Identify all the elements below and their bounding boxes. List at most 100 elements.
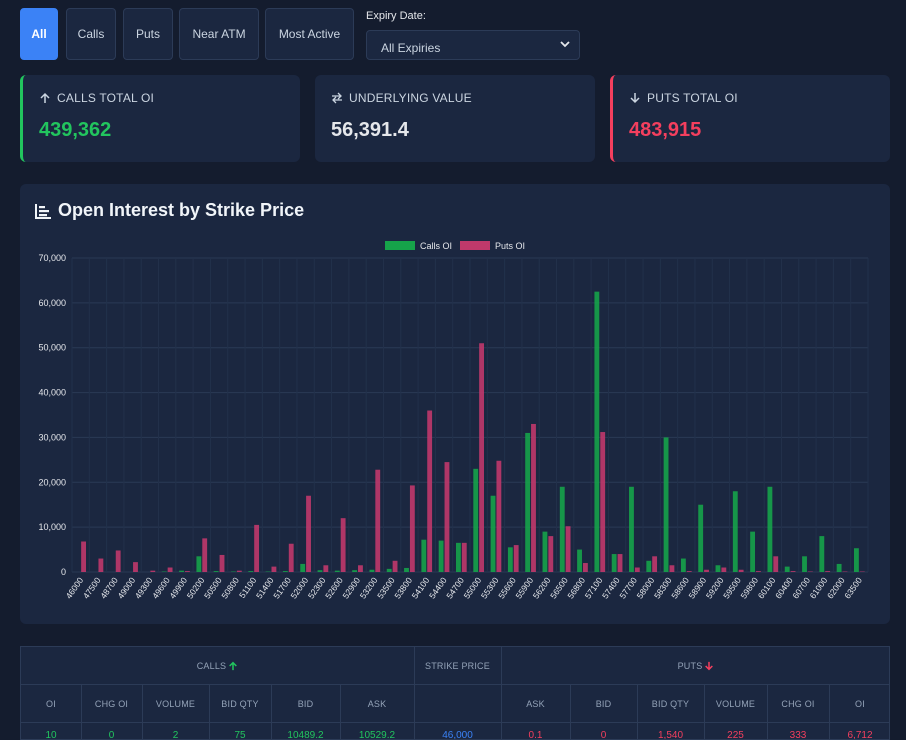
calls-oi-bar bbox=[282, 571, 288, 572]
y-tick-label: 60,000 bbox=[38, 298, 66, 308]
puts-oi-bar bbox=[738, 569, 744, 572]
puts-oi-bar bbox=[496, 460, 502, 572]
oi-chart-panel: Open Interest by Strike Price 0 10,000 20,… bbox=[20, 184, 890, 624]
puts-oi-bar bbox=[115, 550, 121, 572]
puts-oi-bar bbox=[427, 410, 433, 572]
calls-oi-bar bbox=[317, 570, 323, 572]
calls-oi-bar bbox=[854, 548, 859, 572]
filter-all-button[interactable]: All bbox=[20, 8, 58, 60]
calls-oi-bar bbox=[213, 571, 219, 572]
arrow-up-icon bbox=[40, 92, 50, 103]
puts-oi-bar bbox=[686, 571, 692, 572]
calls-oi-bar bbox=[542, 531, 548, 572]
calls-total-card: CALLS TOTAL OI 439,362 bbox=[20, 75, 300, 162]
calls-oi-bar bbox=[767, 486, 773, 572]
calls-total-value: 439,362 bbox=[39, 119, 112, 141]
option-chain-table: CALLS STRIKE PRICE PUTS OI CHG OI VOLUME BI… bbox=[20, 646, 890, 740]
puts-oi-bar bbox=[358, 565, 363, 572]
puts-oi-bar bbox=[184, 571, 190, 572]
calls-col-header: BID QTY bbox=[221, 698, 259, 709]
puts-oi-bar bbox=[461, 542, 467, 572]
puts-oi-bar bbox=[288, 543, 294, 572]
puts-oi-bar bbox=[392, 560, 398, 572]
arrow-up-icon bbox=[229, 661, 238, 670]
calls-group-header: CALLS bbox=[21, 647, 414, 684]
puts-oi-bar bbox=[669, 565, 675, 572]
puts-col-header: BID bbox=[595, 698, 612, 709]
puts-oi-bar bbox=[565, 526, 571, 572]
filter-calls-button[interactable]: Calls bbox=[66, 8, 116, 60]
puts-oi-bar bbox=[704, 569, 709, 572]
puts-col-header: ASK bbox=[526, 698, 545, 709]
x-tick-label: 63500 bbox=[842, 575, 864, 600]
filter-near-atm-button[interactable]: Near ATM bbox=[179, 8, 259, 60]
puts-oi-bar bbox=[306, 495, 311, 572]
puts-group-label: PUTS bbox=[677, 660, 703, 671]
calls-col-header: OI bbox=[46, 698, 56, 709]
calls-oi-bar bbox=[507, 547, 513, 572]
puts-total-label: PUTS TOTAL OI bbox=[647, 91, 738, 105]
filter-toolbar: All Calls Puts Near ATM Most Active Expi… bbox=[20, 8, 886, 60]
puts-cell: 225 bbox=[727, 729, 744, 740]
puts-oi-bar bbox=[531, 423, 536, 572]
calls-oi-bar bbox=[594, 291, 600, 572]
calls-oi-bar bbox=[750, 531, 756, 572]
calls-oi-bar bbox=[525, 432, 531, 572]
puts-group-header: PUTS bbox=[501, 647, 889, 684]
filter-most-active-button[interactable]: Most Active bbox=[265, 8, 354, 60]
calls-oi-bar bbox=[698, 504, 704, 572]
strike-col-header bbox=[414, 685, 501, 722]
calls-cell: 10 bbox=[45, 729, 57, 740]
filter-puts-button[interactable]: Puts bbox=[123, 8, 173, 60]
calls-oi-bar bbox=[421, 539, 427, 572]
underlying-card: UNDERLYING VALUE 56,391.4 bbox=[315, 75, 595, 162]
calls-oi-bar bbox=[300, 563, 306, 572]
y-tick-label: 50,000 bbox=[38, 343, 66, 353]
calls-oi-bar bbox=[715, 565, 721, 572]
legend-puts-swatch bbox=[460, 241, 490, 250]
calls-cell: 10529.2 bbox=[358, 729, 396, 740]
y-tick-label: 0 bbox=[61, 567, 66, 577]
calls-oi-bar bbox=[179, 570, 184, 572]
calls-cell: 10489.2 bbox=[287, 729, 324, 740]
puts-oi-bar bbox=[756, 571, 761, 572]
puts-oi-bar bbox=[323, 565, 329, 572]
calls-oi-bar bbox=[663, 437, 669, 572]
puts-oi-bar bbox=[825, 571, 831, 572]
puts-col-header: CHG OI bbox=[781, 698, 815, 709]
calls-oi-bar bbox=[732, 491, 738, 572]
puts-oi-bar bbox=[271, 566, 277, 572]
puts-oi-bar bbox=[167, 567, 173, 572]
calls-oi-bar bbox=[438, 540, 444, 572]
calls-oi-bar bbox=[819, 536, 825, 572]
puts-oi-bar bbox=[202, 538, 208, 572]
calls-oi-bar bbox=[456, 542, 461, 572]
puts-oi-bar bbox=[236, 570, 242, 572]
chart-title: Open Interest by Strike Price bbox=[58, 200, 305, 220]
legend-calls-label: Calls OI bbox=[420, 241, 452, 251]
calls-oi-bar bbox=[334, 570, 340, 572]
puts-cell: 333 bbox=[789, 729, 807, 740]
calls-cell: 75 bbox=[234, 729, 246, 740]
legend-puts-label: Puts OI bbox=[495, 241, 525, 251]
calls-oi-bar bbox=[802, 556, 807, 572]
calls-oi-bar bbox=[559, 486, 565, 572]
calls-oi-bar bbox=[629, 486, 634, 572]
x-tick-label: 50800 bbox=[219, 575, 241, 600]
calls-oi-bar bbox=[646, 560, 652, 572]
arrow-down-icon bbox=[630, 93, 640, 104]
underlying-value: 56,391.4 bbox=[331, 119, 409, 141]
puts-cell: 0 bbox=[600, 729, 607, 740]
puts-cell: 1,540 bbox=[657, 729, 684, 740]
puts-oi-bar bbox=[600, 432, 606, 572]
puts-col-header: BID QTY bbox=[651, 698, 690, 709]
calls-col-header: VOLUME bbox=[155, 698, 196, 709]
calls-oi-bar bbox=[404, 567, 409, 572]
puts-oi-bar bbox=[548, 536, 554, 572]
puts-oi-bar bbox=[81, 541, 86, 572]
puts-oi-bar bbox=[634, 567, 640, 572]
expiry-select[interactable]: All Expiries bbox=[366, 30, 580, 60]
puts-cell: 0.1 bbox=[528, 729, 543, 740]
calls-oi-bar bbox=[784, 566, 790, 572]
y-tick-label: 30,000 bbox=[38, 432, 66, 442]
